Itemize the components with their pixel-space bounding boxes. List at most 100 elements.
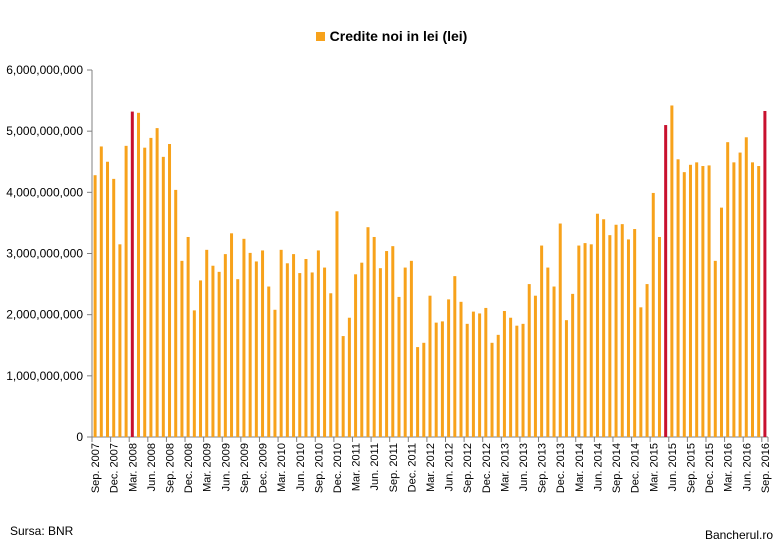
x-tick-label: Dec. 2015 [704,443,716,493]
y-tick-label: 6,000,000,000 [6,63,83,77]
bar [174,189,178,437]
bar [192,310,196,437]
x-tick-label: Dec. 2012 [481,443,493,493]
bar [453,276,457,437]
bar [118,244,122,437]
bar [378,268,382,437]
bar [310,272,314,437]
bar [428,295,432,437]
bar [676,159,680,438]
bar [347,317,351,437]
legend-swatch [315,32,325,41]
bar [732,162,736,438]
x-tick-label: Sep. 2016 [760,443,772,493]
x-tick-label: Dec. 2014 [630,443,642,493]
bar [391,246,395,437]
bar [99,146,103,437]
bar [112,178,116,437]
bar [205,249,209,437]
bar [626,239,630,437]
x-tick-label: Jun. 2011 [369,443,381,491]
bar-highlight [763,110,767,437]
x-tick-label: Mar. 2016 [723,443,735,492]
bar [304,259,308,437]
bar [459,301,463,437]
bar [242,238,246,437]
y-tick-label: 3,000,000,000 [6,247,83,261]
bar [540,245,544,437]
x-tick-label: Sep. 2009 [239,443,251,493]
x-tick-label: Sep. 2008 [165,443,177,493]
bar [552,286,556,437]
x-tick-label: Mar. 2013 [499,443,511,492]
bar [707,165,711,438]
bar [645,284,649,437]
bar [688,164,692,437]
x-tick-label: Mar. 2011 [351,443,363,491]
bar [285,263,289,437]
bar [564,320,568,437]
bar-highlight [664,125,668,438]
bar [682,172,686,437]
x-tick-label: Jun. 2008 [146,443,158,491]
y-tick-label: 5,000,000,000 [6,124,83,138]
bar [180,260,184,437]
bar [137,112,141,437]
bar [670,105,674,437]
bar [124,145,128,437]
bar [744,137,748,437]
bar [93,175,97,437]
x-tick-label: Mar. 2012 [425,443,437,492]
bar [620,224,624,437]
bar [447,299,451,438]
bar [149,137,153,437]
bar [316,250,320,437]
x-tick-label: Sep. 2007 [90,443,102,493]
legend-label: Credite noi in lei (lei) [329,28,468,44]
x-tick-label: Jun. 2012 [444,443,456,491]
bar [385,251,389,437]
bar [577,245,581,437]
bar [738,152,742,437]
bar-highlight [130,111,134,437]
bar [161,156,165,438]
bar [471,311,475,437]
x-tick-label: Jun. 2016 [741,443,753,491]
bar [571,293,575,437]
bar [602,219,606,437]
x-tick-label: Mar. 2010 [276,443,288,492]
bar [490,342,494,437]
chart-legend: Credite noi in lei (lei) [0,28,783,44]
bar [595,213,599,437]
x-tick-label: Mar. 2014 [574,443,586,492]
bar [143,147,147,437]
bar [199,280,203,437]
bar [651,192,655,437]
bar [533,295,537,437]
bar [434,322,438,437]
bar [502,311,506,437]
bar [726,142,730,437]
bar [273,309,277,437]
x-tick-label: Jun. 2009 [220,443,232,491]
x-tick-label: Dec. 2010 [332,443,344,493]
bar [515,325,519,437]
bar [546,267,550,437]
bar [416,347,420,437]
bar [354,274,358,437]
bar [211,265,215,437]
bar [701,166,705,437]
bar [558,223,562,437]
bar [360,262,364,437]
bar [335,211,339,437]
bar [366,227,370,437]
bar [657,236,661,437]
bar [527,284,531,437]
x-tick-label: Dec. 2007 [109,443,121,493]
source-note: Sursa: BNR [10,524,74,538]
x-tick-label: Dec. 2008 [183,443,195,493]
bar [409,260,413,437]
bar [323,267,327,437]
bar [583,243,587,437]
x-tick-label: Sep. 2013 [537,443,549,493]
